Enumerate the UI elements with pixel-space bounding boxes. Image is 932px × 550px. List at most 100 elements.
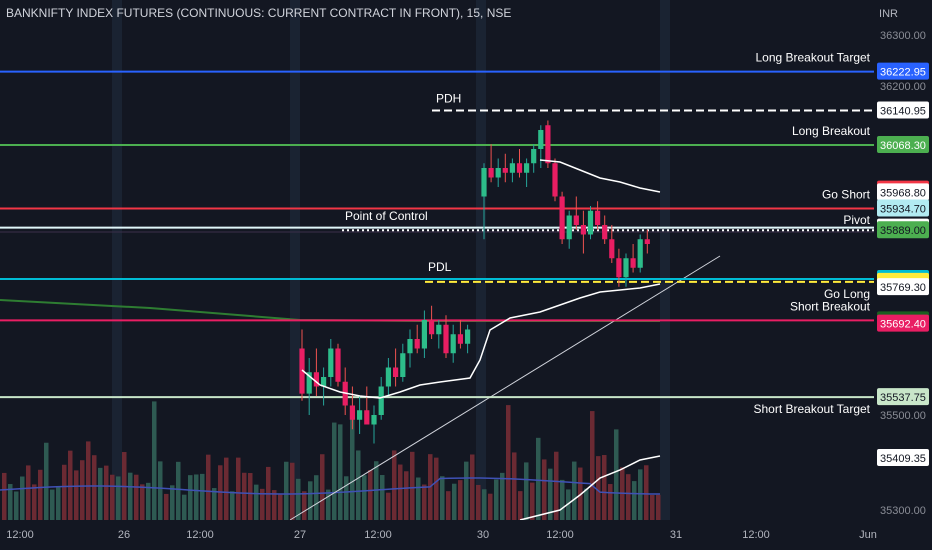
- candle-body: [609, 239, 615, 259]
- volume-bar: [248, 473, 253, 520]
- volume-bar: [596, 456, 601, 520]
- label-pdl: PDL: [428, 260, 452, 274]
- candle-body: [393, 367, 399, 377]
- candle-body: [573, 215, 579, 225]
- volume-bar: [338, 424, 343, 520]
- volume-bar: [86, 441, 91, 520]
- candle-body: [335, 348, 341, 382]
- candle-body: [566, 215, 572, 240]
- candle-body: [429, 320, 435, 335]
- volume-bar: [164, 493, 169, 520]
- volume-bar: [68, 450, 73, 520]
- session-band: [290, 0, 300, 520]
- price-tag: [877, 101, 929, 119]
- volume-bar: [254, 484, 259, 520]
- volume-bar: [584, 488, 589, 520]
- volume-bar: [32, 484, 37, 520]
- volume-bar: [500, 472, 505, 520]
- candle-body: [630, 258, 636, 268]
- volume-bar: [536, 437, 541, 520]
- price-tick-label: 35500.00: [880, 410, 926, 422]
- candle-body: [580, 225, 586, 235]
- volume-bars: [2, 401, 661, 520]
- session-band: [476, 0, 486, 520]
- candle-body: [457, 334, 463, 344]
- volume-bar: [194, 474, 199, 520]
- candle-body: [436, 324, 442, 335]
- vwap-line-upper: [539, 159, 661, 193]
- candle-body: [443, 324, 449, 354]
- price-tag-label: 35692.40: [880, 319, 926, 331]
- time-tick-label: 12:00: [6, 529, 34, 541]
- label-point-of-control: Point of Control: [345, 209, 428, 223]
- price-tag-label: 36068.30: [880, 140, 926, 152]
- price-tag: [877, 278, 929, 296]
- volume-bar: [524, 462, 529, 520]
- label-long-breakout: Long Breakout: [792, 124, 871, 138]
- candle-body: [299, 348, 305, 394]
- label-short-breakout-target: Short Breakout Target: [753, 402, 870, 416]
- price-tag: [877, 388, 929, 406]
- volume-bar: [458, 480, 463, 520]
- volume-bar: [104, 465, 109, 520]
- price-tag-label: 35968.80: [880, 187, 926, 199]
- candle-body: [637, 239, 643, 268]
- candle-body: [545, 125, 551, 164]
- volume-bar: [560, 479, 565, 520]
- volume-bar: [188, 475, 193, 520]
- volume-bar: [170, 485, 175, 520]
- candle-body: [328, 348, 334, 377]
- volume-bar: [176, 461, 181, 520]
- volume-bar: [656, 494, 661, 520]
- time-tick-label: 12:00: [364, 529, 392, 541]
- session-band: [112, 0, 122, 520]
- price-tag: [877, 62, 929, 80]
- volume-bar: [410, 451, 415, 520]
- price-axis-ticks: 36300.00 36200.00 35500.00 35300.00: [880, 30, 926, 517]
- label-go-long: Go Long: [824, 287, 870, 301]
- volume-bar: [272, 490, 277, 520]
- volume-bar: [224, 457, 229, 520]
- candle-body: [385, 367, 391, 387]
- volume-bar: [260, 488, 265, 520]
- candle-body: [595, 210, 601, 225]
- volume-bar: [152, 401, 157, 520]
- volume-bar: [74, 470, 79, 520]
- volume-bar: [242, 472, 247, 520]
- candle-body: [531, 149, 537, 164]
- volume-bar: [356, 450, 361, 520]
- volume-bar: [302, 491, 307, 520]
- volume-bar: [644, 465, 649, 520]
- volume-bar: [530, 482, 535, 520]
- volume-bar: [386, 492, 391, 520]
- price-tag-label: 35769.30: [880, 282, 926, 294]
- session-band: [660, 0, 670, 520]
- candle-body: [623, 258, 629, 278]
- candle-body: [421, 320, 427, 349]
- volume-bar: [440, 476, 445, 520]
- volume-bar: [488, 493, 493, 520]
- volume-bar: [14, 491, 19, 520]
- time-tick-label: 27: [294, 529, 306, 541]
- volume-bar: [146, 482, 151, 520]
- level-names: Long Breakout Target PDH Long Breakout Go S…: [428, 51, 871, 416]
- volume-bar: [50, 489, 55, 520]
- volume-bar: [650, 494, 655, 520]
- candle-body: [313, 372, 319, 387]
- price-tag-label: 35537.75: [880, 392, 926, 404]
- volume-bar: [590, 411, 595, 520]
- label-go-short: Go Short: [822, 188, 871, 202]
- candle-body: [349, 405, 355, 420]
- candle-body: [450, 334, 456, 354]
- volume-bar: [380, 475, 385, 520]
- volume-bar: [632, 481, 637, 520]
- volume-bar: [392, 450, 397, 520]
- price-tag: [877, 136, 929, 154]
- volume-bar: [326, 489, 331, 520]
- volume-bar: [506, 405, 511, 520]
- volume-bar: [482, 489, 487, 520]
- time-tick-label: 12:00: [546, 529, 574, 541]
- time-tick-label: 12:00: [186, 529, 214, 541]
- volume-bar: [158, 461, 163, 520]
